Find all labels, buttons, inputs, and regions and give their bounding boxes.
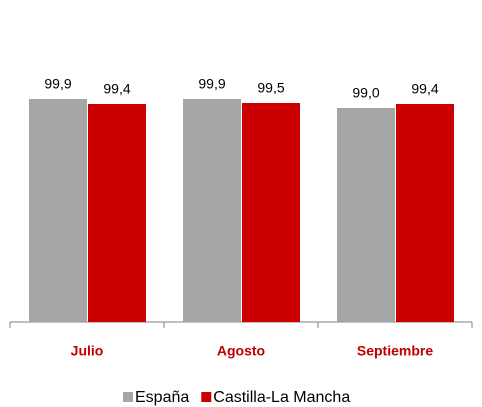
value-label: 99,9 xyxy=(44,76,71,92)
category-label: Agosto xyxy=(217,343,265,359)
value-label: 99,5 xyxy=(257,80,284,96)
bar xyxy=(88,104,146,322)
bar xyxy=(183,99,241,322)
legend-label: Castilla-La Mancha xyxy=(213,389,350,406)
value-label: 99,4 xyxy=(103,81,130,97)
value-label: 99,9 xyxy=(198,76,225,92)
value-label: 99,4 xyxy=(411,81,438,97)
bar xyxy=(29,99,87,322)
value-label: 99,0 xyxy=(352,85,379,101)
category-label: Julio xyxy=(71,343,104,359)
bar xyxy=(242,103,300,322)
legend-swatch xyxy=(201,392,212,402)
bar xyxy=(337,108,395,322)
legend-label: España xyxy=(135,389,189,406)
category-label: Septiembre xyxy=(357,343,433,359)
bar xyxy=(396,104,454,322)
legend-swatch xyxy=(123,392,133,402)
